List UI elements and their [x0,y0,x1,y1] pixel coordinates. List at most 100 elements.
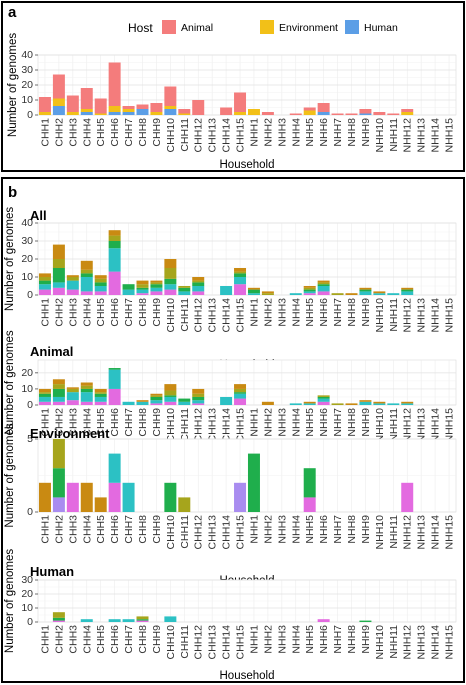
bar-segment [303,293,316,295]
bar-segment [108,241,121,249]
bar-segment [178,109,191,114]
bar-segment [94,393,107,397]
bar-segment [192,393,205,397]
bar-segment [94,275,107,279]
bar-segment [94,291,107,295]
bar-segment [38,401,51,405]
bar-segment [52,379,65,385]
x-tick-label: CHH5 [95,408,107,437]
x-tick-label: CHH14 [221,118,233,153]
x-tick-label: CHH15 [235,298,247,333]
x-tick-label: NHH12 [402,118,414,153]
x-tick-label: NHH8 [346,515,358,544]
bar-segment [38,97,51,112]
bar-segment [317,284,330,286]
bar-segment [178,401,191,405]
bar-segment [289,113,302,115]
bar-segment [38,289,51,295]
y-axis-label: Number of genomes [4,549,16,653]
bar-segment [247,453,260,512]
bar-segment [303,287,316,290]
bar-segment [164,390,177,396]
bar-segment [150,112,163,115]
x-tick-label: CHH7 [123,408,135,437]
x-tick-label: NHH6 [318,298,330,327]
bar-segment [178,287,191,292]
bar-segment [136,104,149,109]
bar-segment [150,393,163,396]
bar-segment [52,287,65,295]
x-tick-label: NHH1 [248,515,260,544]
x-tick-label: NHH11 [388,515,400,549]
bar-segment [401,401,414,404]
x-tick-label: NHH9 [360,515,372,544]
y-tick-label: 10 [21,383,33,395]
bar-segment [247,109,260,115]
x-tick-label: CHH10 [165,515,177,550]
x-tick-label: NHH8 [346,625,358,654]
bar-segment [52,497,65,512]
x-tick-label: NHH11 [388,118,400,152]
x-tick-label: CHH13 [207,408,219,443]
x-tick-label: CHH12 [193,118,205,153]
bar-segment [150,103,163,112]
bar-segment [122,482,135,512]
x-tick-label: NHH10 [374,298,386,333]
bar-segment [94,98,107,114]
bar-segment [359,620,372,622]
x-tick-label: NHH12 [402,298,414,333]
y-tick-label: 20 [21,367,33,379]
bar-segment [38,277,51,281]
bar-segment [192,282,205,286]
x-tick-label: CHH14 [221,515,233,550]
bar-segment [192,280,205,283]
plot-background [37,359,457,406]
x-tick-label: NHH9 [360,408,372,437]
bar-segment [38,392,51,394]
x-tick-label: CHH8 [137,625,149,654]
bar-segment [373,291,386,294]
bar-segment [359,400,372,402]
bar-segment [261,112,274,115]
x-tick-label: CHH15 [235,118,247,153]
x-tick-label: CHH5 [95,515,107,544]
bar-segment [303,468,316,498]
x-tick-label: CHH3 [67,625,79,654]
y-tick-label: 0 [27,616,33,628]
bar-segment [150,400,163,404]
legend-swatch [345,20,359,34]
bar-segment [373,403,386,405]
bar-segment [66,95,79,112]
bar-segment [108,62,121,106]
x-tick-label: CHH4 [81,118,93,147]
bar-segment [80,260,93,270]
y-tick-label: 30 [21,574,33,586]
x-tick-label: CHH2 [53,625,65,654]
bar-segment [52,259,65,268]
x-tick-label: CHH12 [193,625,205,660]
bar-segment [122,106,135,109]
bar-segment [261,291,274,294]
facet-title: Animal [30,344,73,359]
x-tick-label: CHH12 [193,515,205,550]
x-tick-label: CHH3 [67,298,79,327]
bar-segment [94,282,107,286]
bar-segment [401,112,414,115]
bar-segment [373,112,386,115]
bar-segment [178,113,191,115]
facet-title: All [30,208,47,223]
bar-segment [164,401,177,405]
x-tick-label: CHH6 [109,515,121,544]
bar-segment [38,273,51,277]
x-tick-label: CHH1 [39,408,51,437]
bar-segment [234,284,247,295]
x-tick-label: NHH9 [360,298,372,327]
bar-segment [136,289,149,294]
bar-segment [66,112,79,115]
x-tick-label: CHH11 [179,515,191,549]
x-axis-label: Household [220,159,275,171]
bar-segment [373,293,386,295]
panel-a-frame [1,1,465,172]
x-tick-label: CHH8 [137,298,149,327]
